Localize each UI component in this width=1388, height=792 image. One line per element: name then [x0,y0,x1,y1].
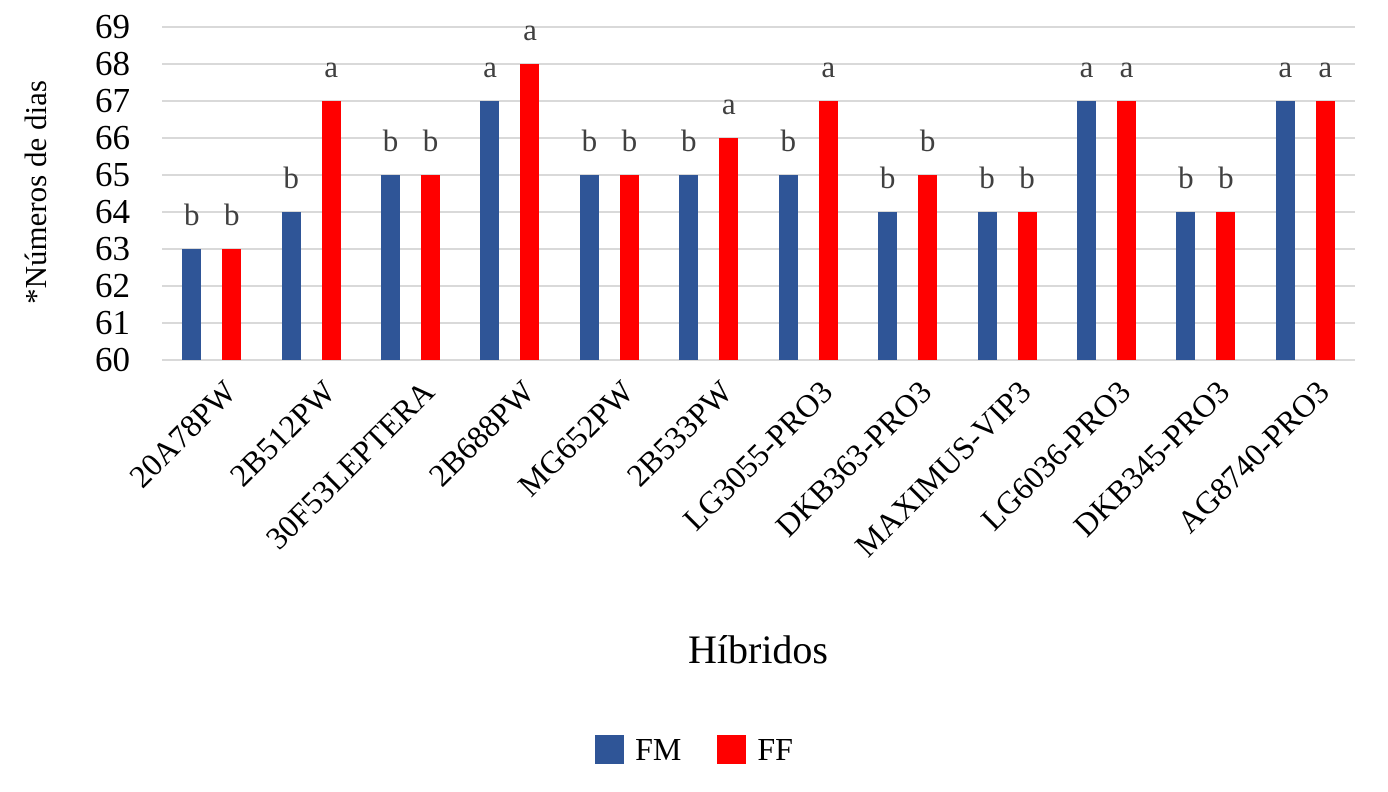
bar-ff-lg6036-pro3 [1116,101,1136,360]
y-tick-label: 68 [95,44,130,83]
significance-letter-ff-lg6036-pro3: a [1119,49,1134,84]
y-tick-label: 66 [95,118,130,157]
significance-letter-fm-lg3055-pro3: b [780,123,796,158]
significance-letter-ff-dkb363-pro3: b [919,123,936,158]
gridline [162,100,1355,102]
legend-label-fm: FM [635,731,682,767]
x-category-label-20a78pw: 20A78PW [121,373,243,495]
gridline [162,285,1355,287]
significance-letter-ff-lg3055-pro3: a [821,49,836,84]
bar-ff-2b533pw [719,138,739,360]
bar-fm-lg3055-pro3 [778,175,798,360]
significance-letter-fm-maximus-vip3: b [979,160,995,195]
significance-letter-ff-ag8740-pro3: a [1318,49,1333,84]
legend: FM FF [0,731,1388,768]
bar-fm-lg6036-pro3 [1076,101,1096,360]
y-tick-label: 62 [95,266,130,305]
gridline [162,174,1355,176]
bar-ff-20a78pw [222,249,242,360]
significance-letter-fm-2b512pw: b [283,160,299,195]
bar-fm-dkb345-pro3 [1176,212,1196,360]
bar-fm-2b688pw [480,101,500,360]
significance-letter-fm-2b533pw: b [681,123,697,158]
significance-letter-ff-mg652pw: b [621,123,638,158]
legend-swatch-fm [595,735,625,764]
significance-letter-fm-2b688pw: a [483,49,497,84]
y-tick-label: 64 [95,192,130,231]
significance-letter-fm-mg652pw: b [581,123,598,158]
significance-letter-fm-ag8740-pro3: a [1278,49,1293,84]
bar-fm-maximus-vip3 [977,212,997,360]
gridline [162,63,1355,65]
legend-swatch-ff [717,735,747,764]
legend-item-fm: FM [595,731,681,768]
bar-fm-30f53leptera [381,175,401,360]
significance-letter-ff-2b533pw: a [721,86,736,121]
y-tick-label: 67 [95,81,130,120]
bar-ff-2b688pw [520,64,540,360]
gridline [162,359,1355,361]
x-axis-title: Híbridos [688,627,828,672]
significance-letter-ff-2b688pw: a [523,12,537,47]
bar-ff-lg3055-pro3 [818,101,838,360]
y-tick-label: 63 [95,229,130,268]
bar-fm-2b533pw [679,175,699,360]
bar-fm-mg652pw [579,175,599,360]
bar-ff-dkb363-pro3 [918,175,938,360]
bar-ff-dkb345-pro3 [1216,212,1236,360]
bar-ff-30f53leptera [421,175,441,360]
bar-ff-maximus-vip3 [1017,212,1037,360]
bar-fm-dkb363-pro3 [878,212,898,360]
bar-ff-2b512pw [321,101,341,360]
legend-label-ff: FF [757,731,793,767]
y-tick-label: 69 [95,7,130,46]
x-category-label-30f53leptera: 30F53LEPTERA [258,373,442,556]
significance-letter-ff-2b512pw: a [324,49,338,84]
bar-ff-ag8740-pro3 [1315,101,1335,360]
significance-letter-ff-20a78pw: b [223,197,240,232]
gridline [162,211,1355,213]
gridline [162,26,1355,28]
significance-letter-fm-dkb363-pro3: b [879,160,896,195]
gridline [162,322,1355,324]
gridline [162,137,1355,139]
gridline [162,248,1355,250]
legend-item-ff: FF [717,731,793,768]
y-tick-label: 61 [95,303,130,342]
significance-letter-fm-30f53leptera: b [382,123,399,158]
significance-letter-fm-20a78pw: b [183,197,200,232]
significance-letter-ff-maximus-vip3: b [1019,160,1035,195]
bar-fm-20a78pw [182,249,202,360]
significance-letter-fm-lg6036-pro3: a [1079,49,1094,84]
bar-fm-ag8740-pro3 [1275,101,1295,360]
bar-ff-mg652pw [619,175,639,360]
x-category-label-maximus-vip3: MAXIMUS-VIP3 [847,373,1038,564]
significance-letter-fm-dkb345-pro3: b [1178,160,1194,195]
bar-fm-2b512pw [281,212,301,360]
significance-letter-ff-dkb345-pro3: b [1218,160,1234,195]
y-tick-label: 65 [95,155,130,194]
y-tick-label: 60 [95,340,130,379]
significance-letter-ff-30f53leptera: b [422,123,439,158]
